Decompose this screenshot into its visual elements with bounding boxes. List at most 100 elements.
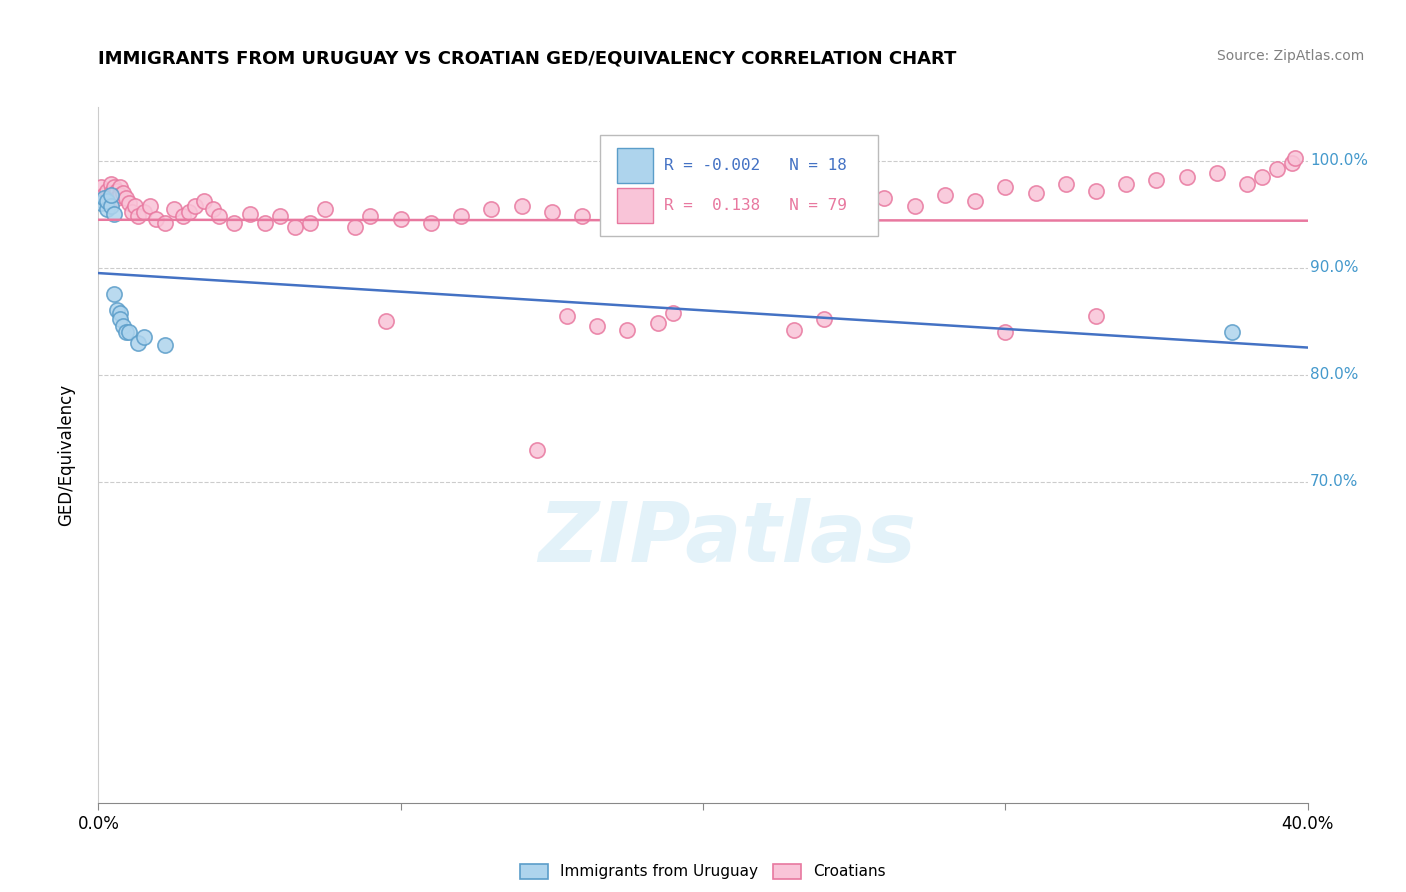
- Point: [602, 202, 624, 216]
- Point: [114, 191, 136, 205]
- Point: [1251, 169, 1274, 184]
- Point: [481, 202, 503, 216]
- Point: [121, 205, 143, 219]
- Text: 70.0%: 70.0%: [1310, 475, 1358, 489]
- Point: [571, 209, 593, 223]
- Point: [540, 205, 562, 219]
- Text: R = -0.002   N = 18: R = -0.002 N = 18: [664, 158, 848, 173]
- Point: [96, 184, 118, 198]
- Point: [177, 205, 201, 219]
- Point: [1115, 177, 1137, 191]
- Point: [555, 309, 578, 323]
- Point: [1175, 169, 1198, 184]
- Point: [721, 202, 744, 216]
- Point: [103, 180, 125, 194]
- Point: [692, 209, 714, 223]
- Point: [132, 205, 155, 219]
- Point: [96, 194, 118, 209]
- Point: [284, 219, 307, 234]
- Text: 90.0%: 90.0%: [1310, 260, 1358, 275]
- Point: [163, 202, 186, 216]
- Point: [184, 198, 207, 212]
- Point: [103, 287, 125, 301]
- Point: [100, 187, 122, 202]
- Point: [616, 323, 638, 337]
- Point: [153, 337, 176, 351]
- Point: [103, 187, 125, 202]
- Point: [127, 335, 149, 350]
- Text: 80.0%: 80.0%: [1310, 368, 1358, 382]
- Point: [124, 198, 146, 212]
- Point: [344, 219, 367, 234]
- Point: [844, 202, 866, 216]
- Point: [661, 305, 683, 319]
- Point: [108, 312, 131, 326]
- Text: ZIPatlas: ZIPatlas: [538, 498, 917, 579]
- Point: [1236, 177, 1258, 191]
- Point: [111, 319, 134, 334]
- Point: [450, 209, 472, 223]
- Point: [93, 187, 115, 202]
- Point: [172, 209, 194, 223]
- Point: [510, 198, 533, 212]
- Point: [1281, 155, 1303, 169]
- Text: R =  0.138   N = 79: R = 0.138 N = 79: [664, 198, 848, 213]
- Point: [299, 216, 322, 230]
- Point: [202, 202, 225, 216]
- Point: [132, 330, 155, 344]
- Point: [239, 207, 262, 221]
- Point: [647, 316, 669, 330]
- Point: [813, 312, 835, 326]
- Point: [1284, 152, 1306, 166]
- Point: [100, 186, 122, 200]
- Point: [208, 209, 231, 223]
- Point: [389, 212, 412, 227]
- Point: [100, 198, 122, 212]
- Point: [96, 191, 118, 205]
- Point: [105, 191, 128, 205]
- FancyBboxPatch shape: [600, 135, 879, 235]
- Point: [153, 216, 176, 230]
- Point: [114, 325, 136, 339]
- Point: [224, 216, 246, 230]
- Point: [1144, 173, 1167, 187]
- Point: [145, 212, 167, 227]
- Point: [90, 180, 112, 194]
- Point: [105, 303, 128, 318]
- Point: [93, 191, 115, 205]
- Point: [314, 202, 336, 216]
- Point: [1054, 177, 1077, 191]
- Point: [1265, 162, 1288, 177]
- Point: [139, 198, 162, 212]
- Point: [103, 207, 125, 221]
- Text: 100.0%: 100.0%: [1310, 153, 1368, 168]
- Point: [374, 314, 396, 328]
- Point: [526, 442, 548, 457]
- Point: [1085, 309, 1108, 323]
- Text: Source: ZipAtlas.com: Source: ZipAtlas.com: [1216, 49, 1364, 63]
- Y-axis label: GED/Equivalency: GED/Equivalency: [56, 384, 75, 526]
- Point: [108, 180, 131, 194]
- Point: [586, 319, 609, 334]
- Point: [253, 216, 276, 230]
- Point: [96, 202, 118, 216]
- Point: [994, 180, 1017, 194]
- Point: [127, 209, 149, 223]
- Point: [90, 196, 112, 211]
- Point: [1024, 186, 1046, 200]
- Point: [100, 177, 122, 191]
- Point: [1085, 184, 1108, 198]
- Text: IMMIGRANTS FROM URUGUAY VS CROATIAN GED/EQUIVALENCY CORRELATION CHART: IMMIGRANTS FROM URUGUAY VS CROATIAN GED/…: [98, 49, 957, 67]
- FancyBboxPatch shape: [617, 148, 654, 183]
- Point: [782, 323, 804, 337]
- Point: [108, 187, 131, 202]
- Legend: Immigrants from Uruguay, Croatians: Immigrants from Uruguay, Croatians: [515, 857, 891, 886]
- Point: [904, 198, 927, 212]
- Point: [360, 209, 382, 223]
- Point: [965, 194, 987, 209]
- Point: [934, 187, 956, 202]
- Point: [108, 305, 131, 319]
- Point: [193, 194, 215, 209]
- Point: [631, 205, 654, 219]
- Point: [994, 325, 1017, 339]
